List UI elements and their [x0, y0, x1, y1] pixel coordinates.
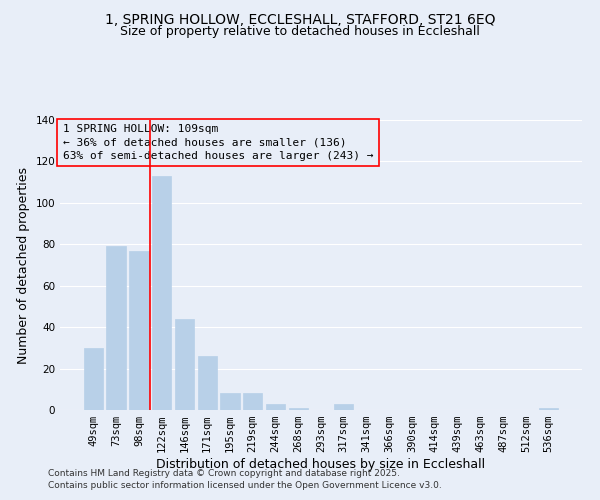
Bar	[197, 356, 217, 410]
X-axis label: Distribution of detached houses by size in Eccleshall: Distribution of detached houses by size …	[157, 458, 485, 471]
Bar	[266, 404, 285, 410]
Bar	[220, 394, 239, 410]
Bar	[84, 348, 103, 410]
Bar	[175, 319, 194, 410]
Bar	[129, 250, 149, 410]
Bar	[152, 176, 172, 410]
Bar	[289, 408, 308, 410]
Y-axis label: Number of detached properties: Number of detached properties	[17, 166, 30, 364]
Text: Contains HM Land Registry data © Crown copyright and database right 2025.
Contai: Contains HM Land Registry data © Crown c…	[48, 469, 442, 490]
Text: 1 SPRING HOLLOW: 109sqm
← 36% of detached houses are smaller (136)
63% of semi-d: 1 SPRING HOLLOW: 109sqm ← 36% of detache…	[62, 124, 373, 161]
Text: 1, SPRING HOLLOW, ECCLESHALL, STAFFORD, ST21 6EQ: 1, SPRING HOLLOW, ECCLESHALL, STAFFORD, …	[105, 12, 495, 26]
Bar	[106, 246, 126, 410]
Text: Size of property relative to detached houses in Eccleshall: Size of property relative to detached ho…	[120, 25, 480, 38]
Bar	[243, 394, 262, 410]
Bar	[334, 404, 353, 410]
Bar	[539, 408, 558, 410]
